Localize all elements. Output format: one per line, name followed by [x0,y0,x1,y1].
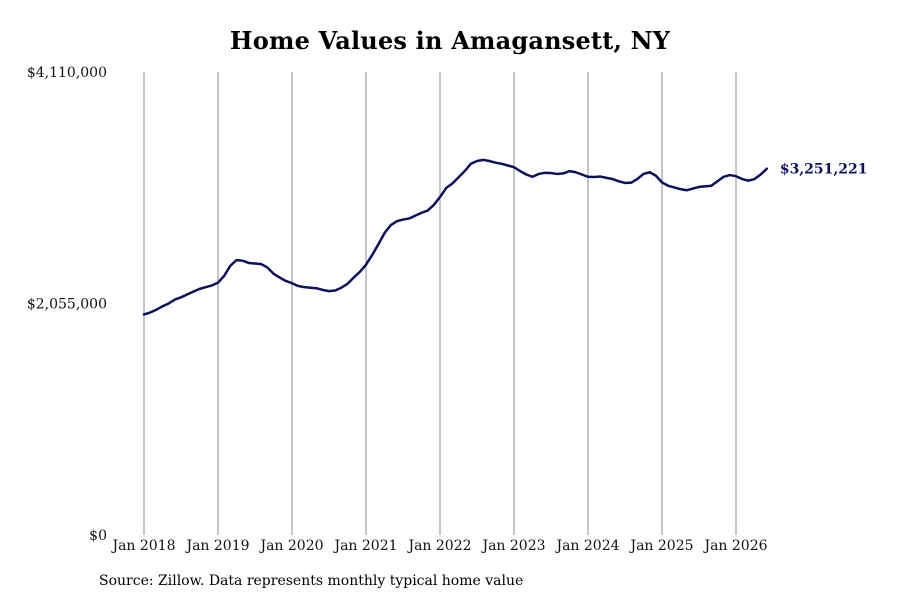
chart-title: Home Values in Amagansett, NY [229,26,671,55]
x-tick-label: Jan 2026 [702,538,767,554]
y-tick-label: $4,110,000 [27,65,107,81]
x-tick-label: Jan 2024 [554,538,619,554]
x-tick-label: Jan 2018 [110,538,175,554]
x-tick-label: Jan 2025 [628,538,693,554]
x-tick-label: Jan 2022 [406,538,471,554]
series-line [142,158,769,316]
x-tick-label: Jan 2021 [332,538,397,554]
end-value-label: $3,251,221 [780,162,868,178]
y-tick-label: $2,055,000 [27,297,107,313]
x-tick-label: Jan 2020 [258,538,323,554]
x-tick-label: Jan 2019 [184,538,249,554]
y-tick-label: $0 [89,528,107,544]
x-tick-label: Jan 2023 [480,538,545,554]
source-note: Source: Zillow. Data represents monthly … [99,573,524,589]
